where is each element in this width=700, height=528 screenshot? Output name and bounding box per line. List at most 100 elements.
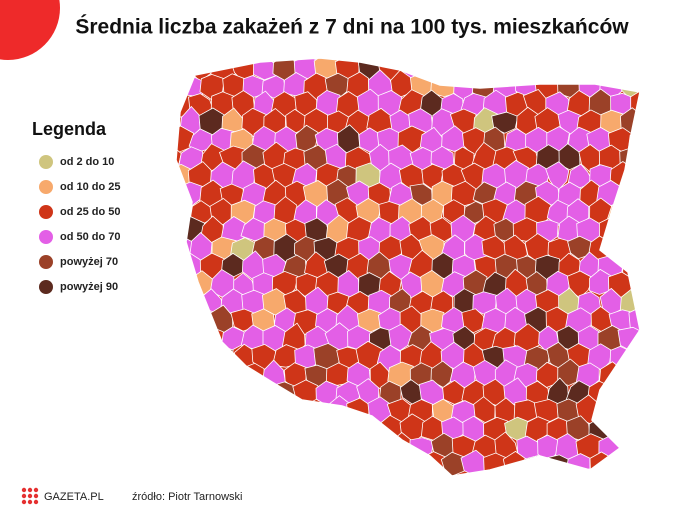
county [628,305,640,332]
county [262,469,289,476]
legend-swatch [39,180,53,194]
county [630,269,640,298]
legend-label: od 10 do 25 [60,181,121,193]
county [617,471,640,476]
county [303,432,327,459]
county [176,434,183,463]
county [566,58,593,82]
legend-label: od 50 do 70 [60,231,121,243]
county [598,470,625,476]
county [503,58,530,85]
county [596,58,622,63]
county [472,58,497,62]
county [608,450,634,476]
legend-swatch [39,280,53,294]
county [389,58,412,62]
county [366,434,391,459]
county [252,381,277,407]
county [176,415,195,443]
county [619,217,640,244]
county [632,341,640,371]
county [610,58,636,80]
county [303,470,329,476]
county [366,58,393,65]
county [189,306,216,334]
legend-title: Legenda [32,119,107,139]
county [368,472,393,476]
county [176,307,195,335]
county [176,71,183,99]
county [482,58,508,81]
county [176,395,184,424]
county [628,197,640,227]
title: Średnia liczba zakażeń z 7 dni na 100 ty… [75,15,629,39]
county [176,452,194,476]
county [618,363,640,391]
county [314,448,341,476]
county [628,379,640,407]
county [179,359,205,389]
county [219,396,247,426]
county [608,377,633,405]
county [555,58,580,62]
county [262,432,287,462]
county [460,58,487,84]
county [534,466,562,476]
county [344,58,372,65]
county [176,58,193,83]
county [176,253,185,281]
county [262,397,288,423]
county [630,416,640,445]
county [515,471,540,476]
county [176,377,193,407]
county [240,468,266,476]
county [176,218,185,244]
county [295,451,319,476]
county [179,287,202,319]
county [620,397,640,425]
county [315,416,342,446]
county [346,471,372,476]
county [451,58,476,62]
county [470,470,498,476]
county [378,450,405,476]
county [346,433,373,463]
county [356,451,383,476]
logo-text: GAZETA.PL [44,491,104,503]
county [491,469,521,476]
county [189,451,213,476]
county [326,433,351,460]
county [578,468,603,476]
county [176,107,181,138]
county [219,433,247,458]
county [176,200,193,224]
county [599,399,624,424]
county [176,180,185,209]
county [483,452,507,476]
county [609,418,634,440]
county [577,58,602,64]
county [241,397,268,423]
county [337,417,360,440]
county [253,451,278,476]
county [221,363,245,389]
county [232,451,257,476]
county [285,58,311,63]
county [410,58,435,63]
county [419,58,443,81]
county [619,58,640,63]
county [198,58,224,63]
county [513,58,540,63]
county [219,58,244,66]
county [587,58,613,82]
county [534,58,561,65]
source: źródło: Piotr Tarnowski [132,491,242,503]
legend-label: od 25 do 50 [60,206,121,218]
legend-swatch [39,255,53,269]
legend-swatch [39,230,53,244]
county [242,75,267,98]
county [200,359,224,390]
county [631,236,640,263]
